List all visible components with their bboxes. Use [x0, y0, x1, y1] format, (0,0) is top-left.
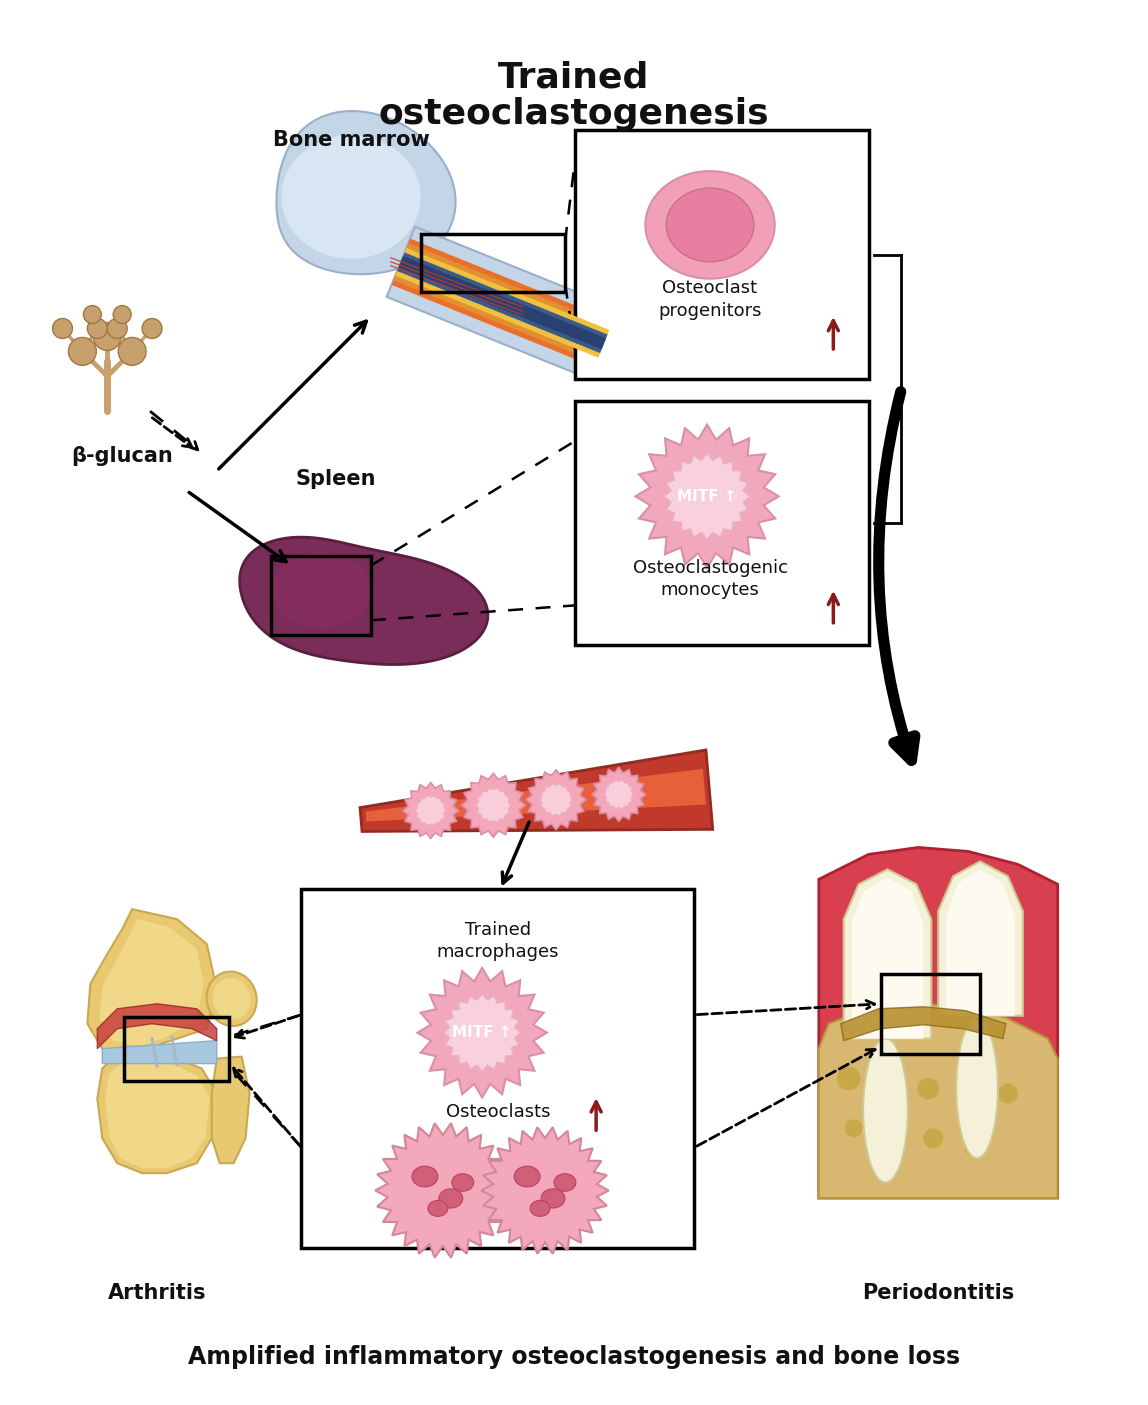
- Polygon shape: [938, 861, 1023, 1016]
- Polygon shape: [398, 256, 606, 350]
- Ellipse shape: [863, 1038, 908, 1183]
- Polygon shape: [277, 111, 456, 274]
- Polygon shape: [375, 1123, 511, 1257]
- Circle shape: [923, 1128, 944, 1148]
- Text: Bone marrow: Bone marrow: [273, 131, 429, 150]
- Polygon shape: [395, 247, 610, 358]
- Polygon shape: [604, 780, 634, 809]
- Bar: [881, 974, 980, 1054]
- Bar: [575, 402, 869, 645]
- Bar: [575, 131, 869, 379]
- Ellipse shape: [412, 1166, 437, 1187]
- FancyArrowPatch shape: [878, 392, 915, 760]
- Bar: [301, 889, 695, 1248]
- Polygon shape: [360, 750, 713, 832]
- Polygon shape: [481, 1127, 608, 1253]
- Circle shape: [84, 305, 101, 323]
- Circle shape: [118, 337, 146, 365]
- Polygon shape: [98, 1058, 217, 1173]
- Polygon shape: [100, 919, 204, 1047]
- Polygon shape: [394, 243, 611, 362]
- Text: Spleen: Spleen: [296, 469, 377, 489]
- Text: Osteoclast
progenitors: Osteoclast progenitors: [658, 280, 762, 320]
- Polygon shape: [211, 1057, 249, 1163]
- Circle shape: [93, 323, 122, 350]
- Circle shape: [53, 319, 72, 339]
- Text: Osteoclastogenic
monocytes: Osteoclastogenic monocytes: [633, 559, 788, 600]
- Circle shape: [87, 319, 107, 339]
- Polygon shape: [852, 877, 923, 1038]
- Polygon shape: [636, 424, 778, 568]
- Ellipse shape: [530, 1200, 550, 1217]
- Circle shape: [845, 1120, 862, 1137]
- Text: Arthritis: Arthritis: [108, 1283, 207, 1302]
- Polygon shape: [664, 454, 750, 540]
- Ellipse shape: [207, 972, 257, 1026]
- Polygon shape: [946, 870, 1015, 1016]
- Circle shape: [69, 337, 96, 365]
- Ellipse shape: [956, 1019, 998, 1158]
- Polygon shape: [844, 870, 931, 1038]
- Polygon shape: [418, 968, 546, 1097]
- Bar: [124, 1017, 228, 1082]
- Circle shape: [998, 1083, 1018, 1103]
- Polygon shape: [526, 770, 585, 830]
- Ellipse shape: [428, 1200, 448, 1217]
- Ellipse shape: [514, 1166, 540, 1187]
- Polygon shape: [840, 1007, 1006, 1041]
- Polygon shape: [819, 847, 1057, 1198]
- Ellipse shape: [452, 1173, 474, 1191]
- Polygon shape: [365, 769, 706, 822]
- Circle shape: [965, 1141, 982, 1156]
- Polygon shape: [397, 253, 607, 353]
- Ellipse shape: [554, 1173, 576, 1191]
- Polygon shape: [102, 1041, 217, 1064]
- Ellipse shape: [439, 1189, 463, 1208]
- Polygon shape: [476, 788, 511, 822]
- Polygon shape: [416, 795, 447, 826]
- Text: Periodontitis: Periodontitis: [862, 1283, 1015, 1302]
- Ellipse shape: [645, 171, 775, 278]
- Polygon shape: [540, 784, 573, 816]
- Polygon shape: [819, 1003, 1057, 1198]
- Circle shape: [107, 319, 127, 339]
- Text: MITF ↑: MITF ↑: [677, 489, 737, 504]
- Polygon shape: [281, 135, 421, 259]
- Circle shape: [837, 1066, 861, 1090]
- Text: Trained
macrophages: Trained macrophages: [436, 922, 559, 961]
- Polygon shape: [443, 993, 521, 1072]
- Text: Osteoclasts: Osteoclasts: [445, 1103, 550, 1121]
- Circle shape: [878, 1089, 899, 1109]
- Polygon shape: [240, 537, 488, 665]
- Text: Trained
osteoclastogenesis: Trained osteoclastogenesis: [379, 60, 769, 131]
- Circle shape: [917, 1078, 939, 1100]
- Bar: [421, 233, 565, 292]
- Bar: [271, 555, 371, 635]
- Polygon shape: [391, 239, 613, 367]
- Polygon shape: [106, 1064, 210, 1168]
- Circle shape: [959, 1094, 977, 1113]
- Polygon shape: [387, 226, 618, 379]
- Ellipse shape: [212, 978, 250, 1020]
- Polygon shape: [403, 783, 458, 839]
- Polygon shape: [98, 1003, 217, 1048]
- Text: MITF ↑: MITF ↑: [452, 1026, 512, 1040]
- Polygon shape: [592, 767, 645, 822]
- Ellipse shape: [598, 330, 651, 374]
- Circle shape: [142, 319, 162, 339]
- Text: Amplified inflammatory osteoclastogenesis and bone loss: Amplified inflammatory osteoclastogenesi…: [188, 1346, 960, 1370]
- Polygon shape: [461, 773, 526, 837]
- Polygon shape: [87, 909, 217, 1058]
- Ellipse shape: [666, 188, 754, 261]
- Ellipse shape: [541, 1189, 565, 1208]
- Text: β-glucan: β-glucan: [71, 445, 173, 466]
- Polygon shape: [271, 552, 371, 628]
- Circle shape: [885, 1135, 901, 1151]
- Circle shape: [114, 305, 131, 323]
